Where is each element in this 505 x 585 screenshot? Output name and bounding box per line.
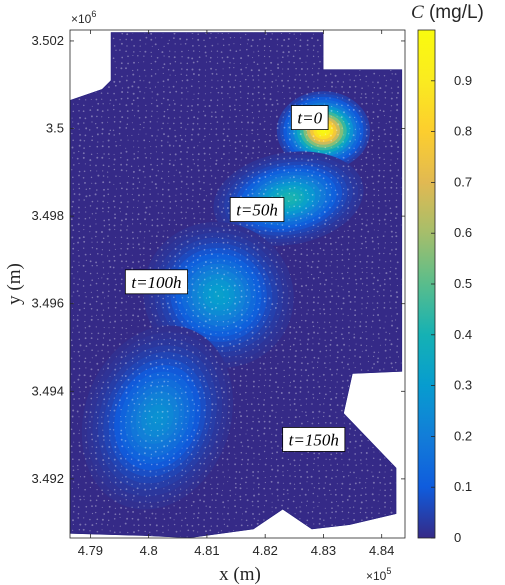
colorbar: 0 0.1 0.2 0.3 0.4 0.5 0.6 0.7 0.8 0.9 C (mg/L) — [411, 2, 484, 545]
time-annotation-text: t=50h — [236, 201, 278, 220]
y-tick-label: 3.492 — [31, 471, 64, 486]
x-tick-label: 4.82 — [253, 543, 278, 558]
x-tick-label: 4.83 — [311, 543, 336, 558]
x-axis-multiplier: ×105 — [366, 566, 391, 583]
time-annotation-text: t=150h — [289, 430, 339, 449]
colorbar-tick-label: 0.5 — [454, 276, 472, 291]
plume-ring — [152, 411, 163, 425]
time-annotation: t=100h — [124, 269, 188, 295]
y-tick-label: 3.498 — [31, 208, 64, 223]
plot-frame — [69, 29, 406, 539]
plume-ring — [213, 289, 224, 301]
colorbar-tick-label: 0 — [454, 530, 461, 545]
time-annotation: t=50h — [229, 197, 285, 222]
y-tick-label: 3.5 — [46, 121, 64, 136]
x-tick-label: 4.8 — [140, 543, 158, 558]
x-tick-label: 4.79 — [78, 543, 103, 558]
y-tick-label: 3.496 — [31, 296, 64, 311]
y-axis: 3.492 3.494 3.496 3.498 3.5 3.502 — [31, 33, 405, 486]
colorbar-tick-label: 0.3 — [454, 378, 472, 393]
plume-3 — [81, 325, 234, 510]
domain-edge — [70, 32, 403, 538]
time-annotation: t=0 — [290, 105, 329, 130]
x-axis-label: x (m) — [219, 564, 261, 585]
plot-area: 4.79 4.8 4.81 4.82 4.83 4.84 3.4923.4943.4963… — [4, 9, 406, 585]
x-tick-label: 4.81 — [194, 543, 219, 558]
time-annotation-box — [282, 427, 346, 452]
time-annotation-box — [124, 269, 188, 295]
time-annotation: t=150h — [282, 427, 346, 452]
time-annotation-text: t=100h — [131, 273, 181, 292]
y-axis-label: y (m) — [4, 263, 25, 305]
x-axis: 4.79 4.8 4.81 4.82 4.83 4.84 — [78, 30, 394, 558]
time-annotations: t=0 t=50h t=100h t=150h — [124, 105, 346, 452]
colorbar-tick-label: 0.6 — [454, 225, 472, 240]
colorbar-tick-label: 0.1 — [454, 479, 472, 494]
mesh-domain — [70, 32, 403, 538]
y-tick-label: 3.502 — [31, 33, 64, 48]
colorbar-tick-label: 0.8 — [454, 124, 472, 139]
y-tick-label: 3.494 — [31, 383, 64, 398]
colorbar-tick-label: 0.7 — [454, 174, 472, 189]
x-tick-label: 4.84 — [369, 543, 394, 558]
colorbar-tick-label: 0.4 — [454, 327, 472, 342]
colorbar-title: C (mg/L) — [411, 2, 484, 23]
time-annotation-text: t=0 — [297, 109, 322, 128]
time-annotation-box — [229, 197, 285, 222]
colorbar-tick-label: 0.9 — [454, 73, 472, 88]
colorbar-ticks: 0 0.1 0.2 0.3 0.4 0.5 0.6 0.7 0.8 0.9 — [431, 73, 472, 545]
plume-ring — [283, 195, 294, 202]
time-annotation-box — [290, 105, 329, 130]
y-axis-multiplier: ×106 — [71, 9, 96, 26]
colorbar-tick-label: 0.2 — [454, 428, 472, 443]
